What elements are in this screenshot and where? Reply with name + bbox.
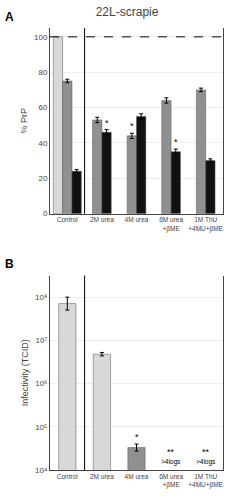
svg-text:1M ThU+4MU+βME: 1M ThU+4MU+βME (188, 473, 223, 489)
svg-text:*: * (135, 432, 139, 442)
svg-text:*: * (130, 121, 134, 131)
svg-text:40: 40 (38, 139, 47, 148)
svg-text:B: B (5, 257, 14, 271)
svg-text:10⁵: 10⁵ (35, 423, 47, 432)
svg-text:*: * (105, 118, 109, 128)
svg-text:0: 0 (43, 209, 48, 218)
svg-text:10⁶: 10⁶ (35, 379, 47, 388)
svg-text:4M urea: 4M urea (125, 473, 149, 480)
svg-text:10⁷: 10⁷ (36, 336, 48, 345)
svg-text:60: 60 (38, 103, 47, 112)
svg-text:80: 80 (38, 68, 47, 77)
svg-text:10⁸: 10⁸ (35, 293, 47, 302)
svg-text:A: A (5, 10, 14, 24)
svg-text:100: 100 (34, 33, 48, 42)
svg-text:**: ** (202, 447, 210, 457)
svg-text:6M urea+βME: 6M urea+βME (159, 216, 183, 232)
svg-text:6M urea+βME: 6M urea+βME (159, 473, 183, 489)
svg-text:4M urea: 4M urea (125, 216, 149, 223)
svg-text:Infectivity (TCID): Infectivity (TCID) (20, 339, 30, 406)
svg-text:>4logs: >4logs (161, 458, 181, 466)
svg-text:2M urea: 2M urea (90, 473, 114, 480)
svg-text:% PrP: % PrP (19, 108, 29, 134)
svg-text:2M urea: 2M urea (90, 216, 114, 223)
svg-text:*: * (174, 137, 178, 147)
svg-text:**: ** (167, 447, 175, 457)
svg-text:Control: Control (57, 473, 79, 480)
svg-text:1M ThU+4MU+βME: 1M ThU+4MU+βME (188, 216, 223, 232)
svg-text:Control: Control (57, 216, 79, 223)
svg-text:>4logs: >4logs (196, 458, 216, 466)
svg-text:10⁴: 10⁴ (35, 466, 48, 475)
svg-text:22L-scrapie: 22L-scrapie (96, 5, 159, 19)
svg-text:20: 20 (38, 174, 47, 183)
